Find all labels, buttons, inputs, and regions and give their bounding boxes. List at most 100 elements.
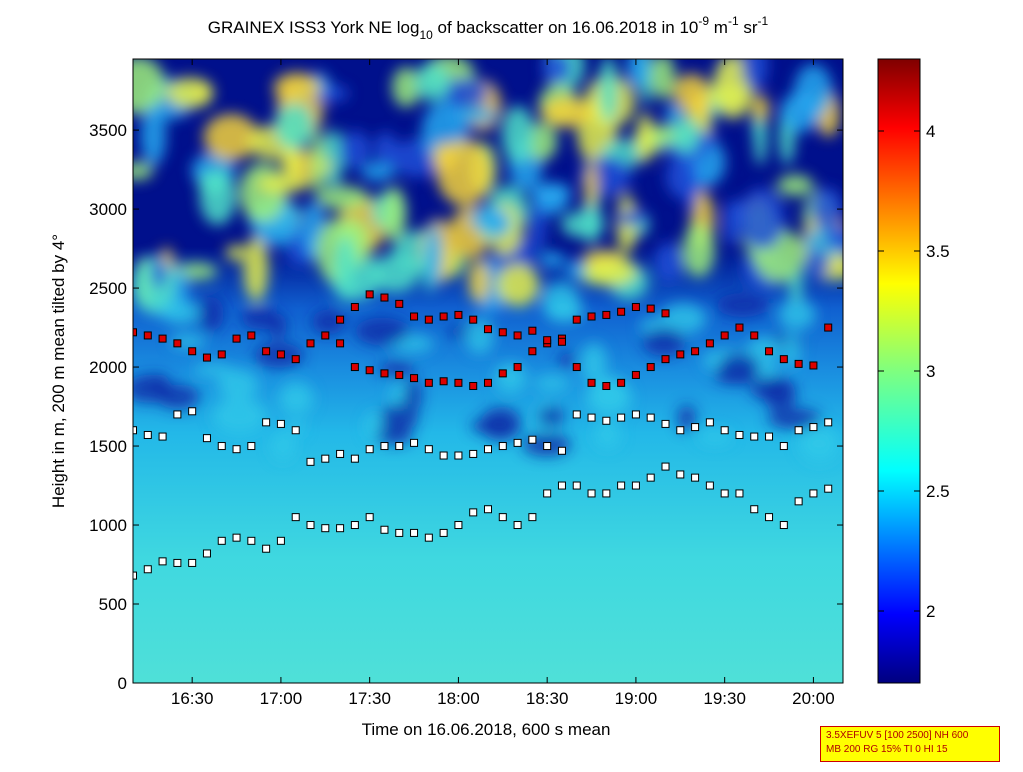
layer-marker xyxy=(779,355,788,364)
layer-marker xyxy=(765,513,774,522)
colorbar-tick-label: 3 xyxy=(926,362,935,381)
heatmap-blob xyxy=(436,139,493,206)
layer-marker xyxy=(410,438,419,447)
heatmap-blob xyxy=(414,62,450,102)
layer-marker xyxy=(557,337,566,346)
layer-marker xyxy=(133,328,137,337)
layer-marker xyxy=(439,528,448,537)
heatmap-blob xyxy=(682,222,715,278)
layer-marker xyxy=(247,536,256,545)
layer-marker xyxy=(543,336,552,345)
layer-marker xyxy=(498,369,507,378)
title-sup-2: -1 xyxy=(728,14,739,28)
info-line-1: 3.5XEFUV 5 [100 2500] NH 600 xyxy=(826,730,969,741)
y-axis-label: Height in m, 200 m mean tilted by 4° xyxy=(49,234,68,508)
layer-marker xyxy=(306,339,315,348)
layer-marker xyxy=(587,489,596,498)
layer-marker xyxy=(498,328,507,337)
heatmap-blob xyxy=(279,382,314,416)
layer-marker xyxy=(454,378,463,387)
layer-marker xyxy=(158,334,167,343)
heatmap-blob xyxy=(539,251,565,268)
svg-text:GRAINEX ISS3 York NE log10 of: GRAINEX ISS3 York NE log10 of backscatte… xyxy=(208,14,769,42)
layer-marker xyxy=(395,528,404,537)
layer-marker xyxy=(646,413,655,422)
heatmap-blob xyxy=(751,94,770,123)
heatmap-blob xyxy=(156,384,200,410)
layer-marker xyxy=(779,521,788,530)
heatmap-blob xyxy=(767,407,821,430)
heatmap-blob xyxy=(626,59,649,89)
layer-marker xyxy=(336,449,345,458)
y-tick-label: 500 xyxy=(99,595,127,614)
y-tick-label: 3000 xyxy=(89,200,127,219)
layer-marker xyxy=(454,451,463,460)
layer-marker xyxy=(365,445,374,454)
heatmap-blob xyxy=(584,162,598,208)
heatmap-blob xyxy=(198,296,224,332)
heatmap-blob xyxy=(494,362,527,393)
layer-marker xyxy=(676,470,685,479)
heatmap-blob xyxy=(203,114,259,161)
heatmap-blob xyxy=(598,59,618,124)
layer-marker xyxy=(602,489,611,498)
heatmap-blob xyxy=(382,186,407,241)
heatmap-blob xyxy=(584,256,637,287)
heatmap-blob xyxy=(664,103,684,125)
layer-marker xyxy=(188,407,197,416)
layer-marker xyxy=(794,426,803,435)
heatmap-blob xyxy=(685,154,698,215)
layer-marker xyxy=(410,528,419,537)
heatmap-blob xyxy=(379,403,419,432)
layer-marker xyxy=(513,521,522,530)
layer-marker xyxy=(587,378,596,387)
heatmap-blob xyxy=(271,431,295,461)
title-sup-3: -1 xyxy=(758,14,769,28)
heatmap-blob xyxy=(212,398,267,434)
layer-marker xyxy=(765,347,774,356)
layer-marker xyxy=(484,445,492,454)
layer-marker xyxy=(350,454,359,463)
heatmap-blob xyxy=(749,376,795,400)
heatmap-blob xyxy=(339,130,371,170)
heatmap-blob xyxy=(311,309,346,335)
layer-marker xyxy=(528,326,537,335)
layer-marker xyxy=(188,347,197,356)
heatmap-blob xyxy=(826,225,843,250)
y-tick-label: 2500 xyxy=(89,279,127,298)
layer-marker xyxy=(232,334,241,343)
heatmap-blob xyxy=(780,91,821,133)
layer-marker xyxy=(661,462,670,471)
layer-marker xyxy=(143,331,152,340)
layer-marker xyxy=(676,350,685,359)
layer-marker xyxy=(469,315,478,324)
heatmap-blob xyxy=(151,257,167,288)
layer-marker xyxy=(217,536,226,545)
layer-marker xyxy=(439,451,448,460)
layer-marker xyxy=(824,323,833,332)
colorbar-tick-label: 4 xyxy=(926,122,935,141)
layer-marker xyxy=(720,331,729,340)
heatmap-blob xyxy=(133,162,154,181)
layer-marker xyxy=(365,290,374,299)
layer-marker xyxy=(291,426,300,435)
heatmap-blob xyxy=(376,426,413,445)
heatmap-blob xyxy=(776,174,814,197)
layer-marker xyxy=(454,521,463,530)
heatmap-blob xyxy=(392,66,421,108)
layer-marker xyxy=(750,331,759,340)
heatmap-blob xyxy=(535,182,569,216)
layer-marker xyxy=(528,513,537,522)
layer-marker xyxy=(602,382,611,391)
layer-marker xyxy=(469,382,478,391)
heatmap-blob xyxy=(741,59,768,91)
layer-marker xyxy=(484,505,492,514)
heatmap-blob xyxy=(274,102,315,150)
layer-marker xyxy=(469,508,478,517)
info-line-2: MB 200 RG 15% TI 0 HI 15 xyxy=(826,744,948,755)
heatmap-blob xyxy=(334,235,357,302)
layer-marker xyxy=(705,418,714,427)
layer-marker xyxy=(557,481,566,490)
heatmap-blob xyxy=(739,187,785,251)
heatmap-blob xyxy=(140,105,167,166)
